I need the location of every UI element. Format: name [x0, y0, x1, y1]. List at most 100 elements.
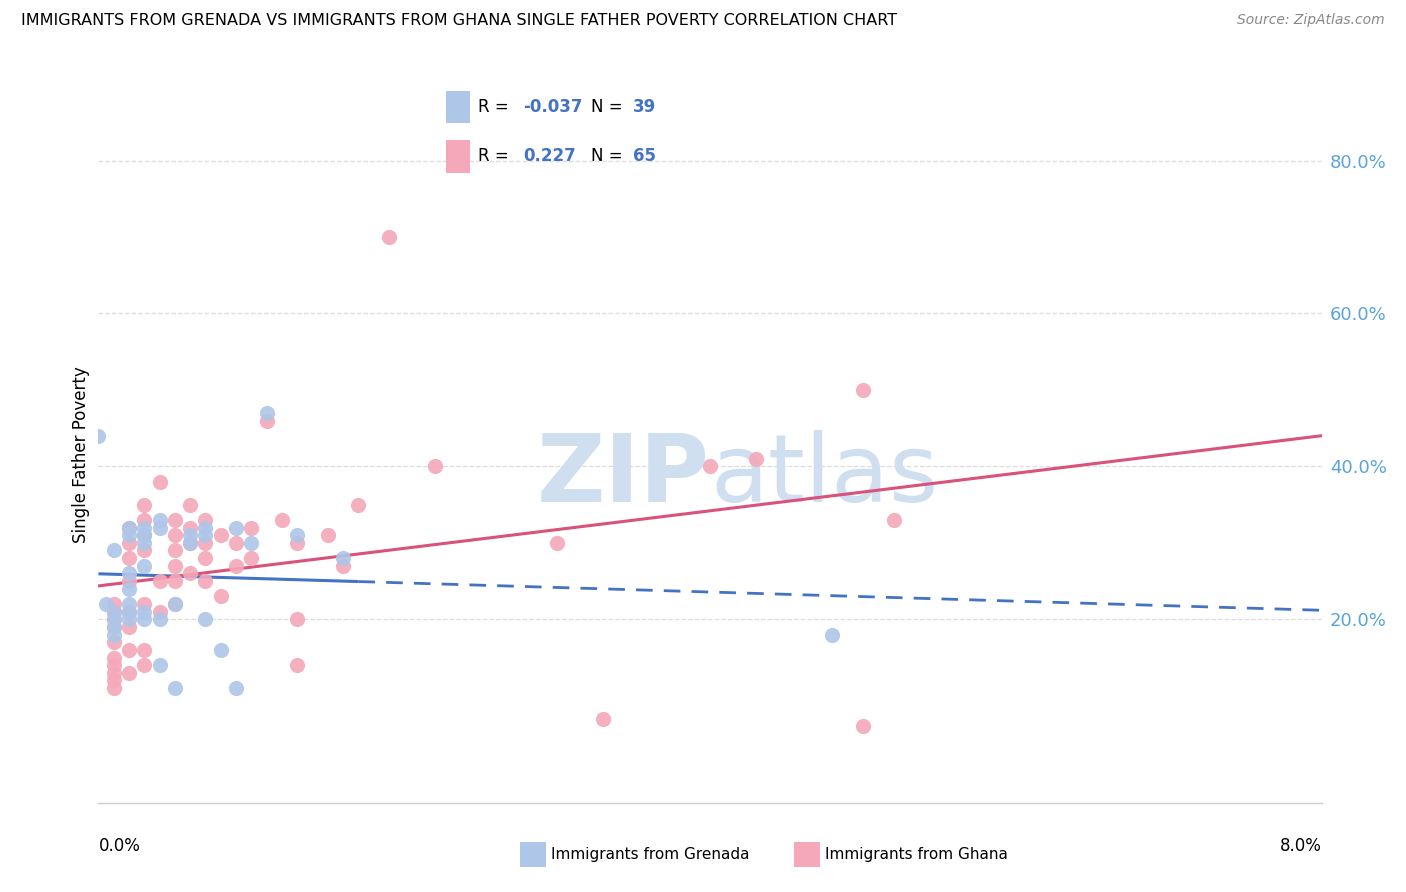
Point [316, 528, 339, 542]
Text: Immigrants from Grenada: Immigrants from Grenada [551, 847, 749, 863]
Point [256, 406, 278, 420]
Point [209, 528, 232, 542]
FancyBboxPatch shape [446, 140, 470, 173]
Point [103, 673, 125, 688]
Point [118, 665, 141, 680]
Point [546, 536, 568, 550]
Point [87, 429, 110, 443]
Point [423, 459, 446, 474]
Point [103, 665, 125, 680]
Point [149, 475, 172, 489]
Point [699, 459, 721, 474]
Point [240, 520, 263, 534]
Point [209, 643, 232, 657]
Point [194, 536, 217, 550]
Text: Immigrants from Ghana: Immigrants from Ghana [825, 847, 1008, 863]
Point [378, 230, 401, 244]
Point [118, 520, 141, 534]
Text: -0.037: -0.037 [523, 98, 582, 116]
Point [118, 520, 141, 534]
Text: R =: R = [478, 147, 513, 165]
Point [194, 612, 217, 626]
Point [118, 536, 141, 550]
Point [134, 513, 156, 527]
Point [103, 605, 125, 619]
Point [134, 543, 156, 558]
Point [103, 620, 125, 634]
Text: 39: 39 [633, 98, 657, 116]
Point [852, 719, 875, 733]
Point [285, 612, 308, 626]
FancyBboxPatch shape [446, 91, 470, 123]
Text: Source: ZipAtlas.com: Source: ZipAtlas.com [1237, 13, 1385, 28]
Point [134, 498, 156, 512]
Point [118, 551, 141, 566]
Point [118, 612, 141, 626]
Point [285, 536, 308, 550]
Point [179, 536, 201, 550]
Point [149, 520, 172, 534]
Point [163, 528, 186, 542]
Point [103, 681, 125, 695]
Point [118, 643, 141, 657]
Point [103, 612, 125, 626]
Text: 0.0%: 0.0% [98, 837, 141, 855]
Text: N =: N = [591, 98, 627, 116]
Point [240, 536, 263, 550]
Point [149, 658, 172, 673]
Point [134, 605, 156, 619]
Point [285, 528, 308, 542]
Point [332, 551, 354, 566]
Text: 65: 65 [633, 147, 655, 165]
Point [179, 528, 201, 542]
Text: IMMIGRANTS FROM GRENADA VS IMMIGRANTS FROM GHANA SINGLE FATHER POVERTY CORRELATI: IMMIGRANTS FROM GRENADA VS IMMIGRANTS FR… [21, 13, 897, 29]
Point [179, 520, 201, 534]
Point [103, 597, 125, 611]
Point [118, 574, 141, 588]
Point [163, 597, 186, 611]
Y-axis label: Single Father Poverty: Single Father Poverty [72, 367, 90, 543]
Point [270, 513, 294, 527]
Point [179, 536, 201, 550]
Point [821, 627, 844, 641]
Point [163, 597, 186, 611]
Point [103, 612, 125, 626]
Point [225, 558, 247, 573]
Point [225, 681, 247, 695]
Point [163, 681, 186, 695]
Point [134, 597, 156, 611]
Point [883, 513, 905, 527]
Point [103, 627, 125, 641]
Point [103, 635, 125, 649]
Point [118, 566, 141, 581]
Point [209, 590, 232, 604]
Point [194, 528, 217, 542]
Point [118, 620, 141, 634]
Point [256, 413, 278, 427]
Point [745, 451, 768, 466]
Point [194, 551, 217, 566]
Point [225, 520, 247, 534]
Point [134, 612, 156, 626]
Point [852, 383, 875, 397]
Point [163, 558, 186, 573]
Text: N =: N = [591, 147, 627, 165]
Point [194, 520, 217, 534]
Point [225, 536, 247, 550]
Point [332, 558, 354, 573]
Point [194, 574, 217, 588]
Point [149, 574, 172, 588]
Point [149, 612, 172, 626]
Point [103, 605, 125, 619]
Point [103, 650, 125, 665]
Point [149, 605, 172, 619]
Point [163, 574, 186, 588]
Point [194, 513, 217, 527]
Point [134, 558, 156, 573]
Text: ZIP: ZIP [537, 430, 710, 522]
Text: R =: R = [478, 98, 513, 116]
Point [134, 658, 156, 673]
Point [118, 597, 141, 611]
Point [347, 498, 370, 512]
Point [103, 543, 125, 558]
